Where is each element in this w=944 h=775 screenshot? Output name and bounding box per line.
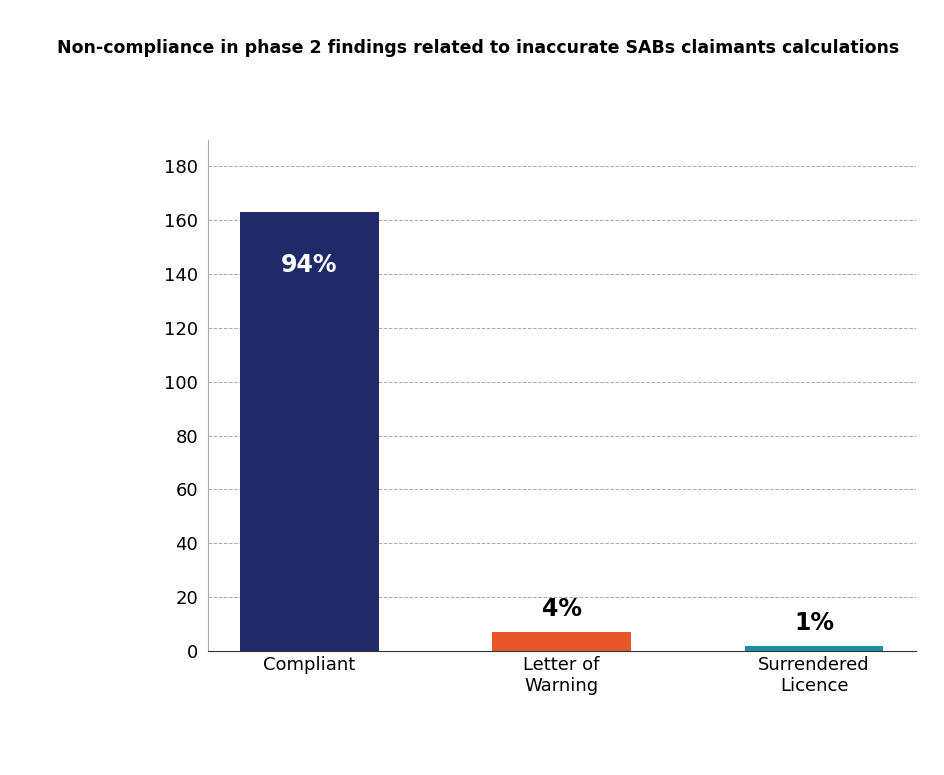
Text: Non-compliance in phase 2 findings related to inaccurate SABs claimants calculat: Non-compliance in phase 2 findings relat… [57,39,899,57]
Text: 4%: 4% [542,598,582,622]
Text: 94%: 94% [281,253,338,277]
Bar [240,212,379,651]
Text: 1%: 1% [794,611,834,635]
Bar [745,646,884,651]
Bar [492,632,632,651]
